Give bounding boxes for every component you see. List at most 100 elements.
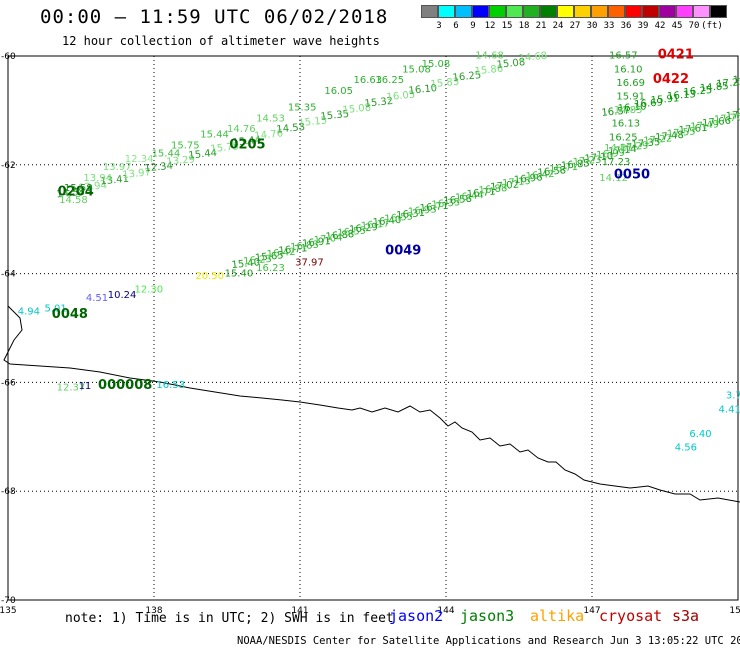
- scale-label: 36: [620, 21, 632, 31]
- swh-value-label: 16.53: [156, 380, 185, 391]
- scale-swatch: [540, 5, 557, 18]
- map-frame: [7, 55, 739, 601]
- swh-value-label: 14.68: [475, 51, 504, 62]
- satellite-legend-cryosat: cryosat: [599, 607, 663, 625]
- track-swh-label: 16.55: [337, 225, 367, 239]
- swh-value-label: 13.97: [103, 162, 132, 173]
- track-swh-label: 17.61: [678, 123, 708, 137]
- lat-label: -68: [1, 487, 16, 497]
- track-swh-label: 16.55: [384, 211, 414, 225]
- track-swh-label: 15.86: [474, 64, 504, 78]
- swh-value-label: 4.51: [86, 293, 108, 304]
- swh-value-label: 14.58: [59, 195, 88, 206]
- track-swh-label: 16.23: [243, 254, 273, 268]
- coastline: [3, 305, 740, 503]
- track-swh-label: 14.85: [700, 81, 729, 94]
- track-swh-label: 14.68: [518, 51, 548, 65]
- track-swh-label: 16.85: [561, 158, 591, 172]
- swh-value-label: 5.01: [45, 304, 67, 315]
- track-swh-label: 16.71: [549, 162, 579, 176]
- swh-value-label: 16.63: [354, 75, 383, 86]
- track-swh-label: 16.83: [290, 240, 320, 254]
- track-swh-label: 16.25: [683, 85, 712, 98]
- satellite-legend-altika: altika: [530, 607, 585, 625]
- track-swh-label: 15.65: [255, 250, 285, 264]
- track-swh-label: 13.94: [78, 180, 108, 194]
- map-subtitle: 12 hour collection of altimeter wave hei…: [62, 34, 380, 48]
- track-swh-label: 17.49: [690, 119, 720, 133]
- track-swh-label: 17.02: [490, 179, 520, 193]
- swh-value-label: 16.25: [609, 132, 638, 143]
- track-swh-label: 16.71: [466, 186, 496, 200]
- scale-label: 6: [453, 21, 459, 31]
- track-swh-label: 16.10: [617, 101, 646, 114]
- track-swh-label: 16.69: [634, 97, 663, 110]
- lon-label: 150: [729, 606, 740, 616]
- swh-value-label: 15.35: [288, 102, 317, 113]
- scale-swatch: [676, 5, 693, 18]
- scale-swatch: [506, 5, 523, 18]
- map-title: 00:00 – 11:59 UTC 06/02/2018: [40, 6, 389, 28]
- track-swh-label: 16.25: [452, 70, 482, 84]
- pass-time-label: 0050: [614, 167, 650, 182]
- track-swh-label: 17.23: [572, 155, 602, 169]
- track-swh-label: 15.75: [210, 141, 240, 155]
- lat-label: -60: [1, 52, 16, 62]
- scale-label: 9: [470, 21, 476, 31]
- swh-value-label: 11: [79, 381, 92, 392]
- swh-value-label: 16.13: [611, 119, 640, 130]
- track-swh-label: 16.13: [667, 89, 696, 102]
- pass-time-label: 0204: [58, 184, 94, 199]
- track-swh-label: 15.08: [342, 102, 372, 116]
- swh-value-label: 12.34: [125, 154, 154, 165]
- track-swh-label: 16.40: [372, 215, 402, 229]
- scale-label: 33: [603, 21, 615, 31]
- swh-value-label: 15.58: [64, 183, 93, 194]
- track-swh-label: 17.15: [502, 176, 532, 190]
- track-swh-label: 16.96: [514, 172, 544, 186]
- lon-label: 147: [583, 606, 600, 616]
- swh-value-label: 16.57: [609, 51, 638, 62]
- track-swh-label: 16.17: [361, 218, 391, 232]
- swh-value-label: 15.40: [225, 268, 254, 279]
- track-swh-label: 16.58: [537, 165, 567, 179]
- satellite-track: 16.5716.1016.6915.9116.1316.2514.8517.23…: [601, 73, 740, 119]
- swh-value-label: 16.05: [324, 86, 353, 97]
- scale-swatch: [710, 5, 727, 18]
- swh-value-label: 17.23: [602, 157, 631, 168]
- swh-value-label: 15.91: [616, 92, 645, 103]
- track-swh-label: 16.58: [443, 194, 473, 208]
- track-swh-label: 16.42: [266, 247, 296, 261]
- satellite-track: 14.5813.9413.4113.9712.3413.2915.4415.75…: [56, 51, 548, 201]
- track-swh-label: 14.12: [732, 73, 740, 86]
- pass-time-label: 0422: [653, 72, 689, 87]
- swh-value-label: 4.94: [18, 306, 40, 317]
- satellite-track: 15.4016.2315.6516.4216.7116.8316.9117.04…: [231, 105, 740, 271]
- swh-value-label: 37.97: [295, 257, 324, 268]
- track-swh-label: 16.99: [596, 147, 626, 161]
- scale-swatch: [642, 5, 659, 18]
- track-swh-label: 17.35: [631, 137, 661, 151]
- scale-swatch: [489, 5, 506, 18]
- swh-value-label: 15.08: [422, 59, 451, 70]
- track-swh-label: 14.53: [276, 122, 306, 136]
- track-swh-label: 17.14: [608, 144, 638, 158]
- scale-label: 3: [436, 21, 442, 31]
- scale-swatch: [625, 5, 642, 18]
- satellite-legend-jason2: jason2: [389, 607, 444, 625]
- track-swh-label: 16.88: [325, 229, 355, 243]
- swh-value-label: 4.41: [719, 404, 740, 415]
- track-swh-label: 17.58: [725, 108, 740, 122]
- scale-label: 12: [484, 21, 496, 31]
- track-swh-label: 12.34: [144, 161, 174, 175]
- track-swh-label: 16.10: [408, 83, 438, 97]
- antarctic-coastline: [3, 305, 740, 503]
- scale-label: 45: [671, 21, 683, 31]
- scale-swatch: [421, 5, 438, 18]
- track-swh-label: 16.42: [525, 169, 555, 183]
- swh-value-label: 12.37: [57, 383, 86, 394]
- footer-note: note: 1) Time is in UTC; 2) SWH is in fe…: [65, 611, 394, 626]
- swh-value-label: 14.76: [227, 124, 256, 135]
- track-swh-label: 15.44: [232, 135, 262, 149]
- track-swh-label: 17.82: [737, 105, 740, 119]
